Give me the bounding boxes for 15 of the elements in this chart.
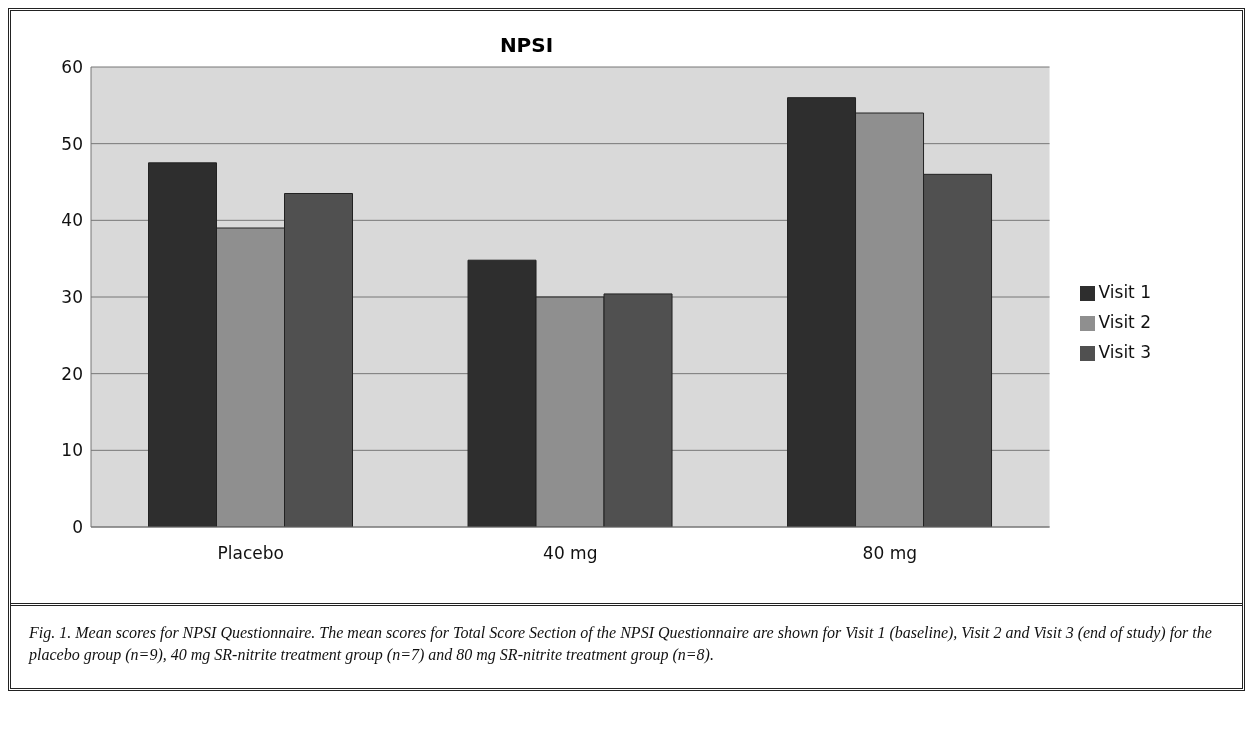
legend-label: Visit 1 — [1098, 282, 1151, 302]
y-tick-label: 20 — [61, 363, 83, 384]
y-tick-label: 50 — [61, 133, 83, 154]
chart-title: NPSI — [498, 32, 555, 57]
y-tick-label: 30 — [61, 287, 83, 308]
x-tick-label: 80 mg — [862, 543, 917, 564]
y-tick-label: 0 — [72, 517, 83, 538]
legend-label: Visit 2 — [1098, 312, 1151, 332]
legend-label: Visit 3 — [1098, 342, 1151, 362]
x-tick-label: 40 mg — [543, 543, 598, 564]
x-tick-label: Placebo — [217, 543, 284, 564]
caption: Fig. 1. Mean scores for NPSI Questionnaire. The mean scores for Total Score Section of the NPSI Questionnaire are shown for Visit 1 (baseline), Visit 2 and Visit 3 (end of study) for the placebo group (n=9), 40 mg SR-nitrite treatment group (n=7) and 80 mg SR-nitrite treatment group (n=8). — [29, 623, 1213, 666]
y-tick-label: 10 — [61, 440, 83, 461]
y-tick-label: 40 — [61, 210, 83, 231]
y-tick-label: 60 — [61, 57, 83, 78]
